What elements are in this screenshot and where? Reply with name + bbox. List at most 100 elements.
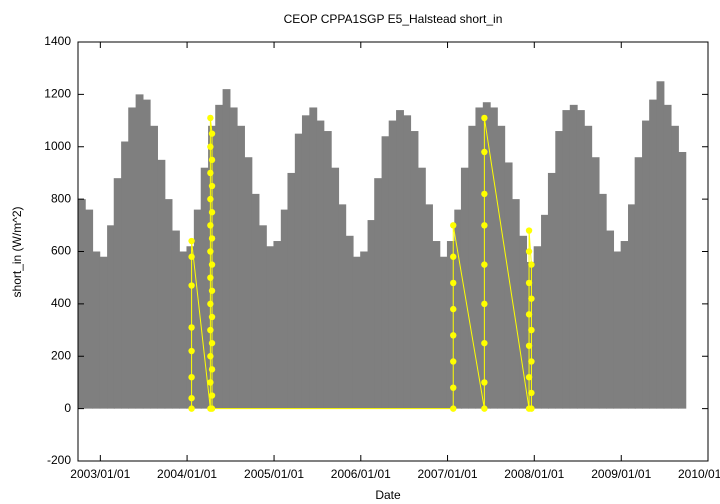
data-point xyxy=(207,195,214,203)
data-bar xyxy=(258,225,267,409)
data-point xyxy=(207,222,214,229)
data-bar xyxy=(606,230,615,409)
data-point xyxy=(208,313,216,321)
data-point xyxy=(528,261,535,268)
data-point xyxy=(207,326,214,334)
data-point xyxy=(450,405,457,412)
data-point xyxy=(208,130,216,137)
data-bar xyxy=(99,256,108,409)
data-point xyxy=(450,222,457,229)
data-bar xyxy=(222,89,231,409)
data-point xyxy=(208,287,216,294)
data-point xyxy=(207,248,214,255)
data-point xyxy=(525,342,533,349)
data-bar xyxy=(663,104,672,409)
data-bar xyxy=(649,99,658,409)
data-bar xyxy=(388,120,397,409)
data-bar xyxy=(511,199,520,409)
data-point xyxy=(188,253,195,260)
data-bar xyxy=(135,94,144,409)
data-bar xyxy=(642,120,650,409)
y-tick-label: 200 xyxy=(51,348,71,362)
data-bar xyxy=(468,125,477,409)
data-bar xyxy=(142,99,151,409)
data-point xyxy=(528,295,535,302)
data-point xyxy=(207,274,214,281)
data-bar xyxy=(475,107,484,409)
data-bar xyxy=(678,151,687,409)
data-bar xyxy=(338,204,347,409)
data-bar xyxy=(323,131,332,409)
y-tick-label: 800 xyxy=(51,191,71,205)
x-tick-label: 2003/01/01 xyxy=(70,467,130,481)
data-bar xyxy=(541,214,549,409)
data-bar xyxy=(533,246,542,409)
data-bar xyxy=(157,159,166,409)
x-axis-label: Date xyxy=(375,488,401,502)
data-bar xyxy=(555,131,564,409)
data-bar xyxy=(576,110,585,409)
data-point xyxy=(188,394,195,402)
chart-title: CEOP CPPA1SGP E5_Halstead short_in xyxy=(284,12,503,26)
data-point xyxy=(525,227,533,234)
data-bar xyxy=(352,256,361,409)
data-bar xyxy=(671,125,679,409)
data-bar xyxy=(294,133,303,409)
data-point xyxy=(188,374,195,381)
data-point xyxy=(481,405,488,412)
data-point xyxy=(481,261,488,268)
data-bar xyxy=(526,261,535,409)
data-point xyxy=(481,300,488,308)
x-tick-label: 2005/01/01 xyxy=(244,467,304,481)
data-bar xyxy=(504,162,513,409)
data-bar xyxy=(598,193,607,409)
data-bar xyxy=(331,167,340,409)
data-point xyxy=(208,405,216,412)
data-bar xyxy=(454,209,463,409)
data-point xyxy=(450,358,457,365)
y-tick-label: 600 xyxy=(51,244,71,258)
data-bar xyxy=(244,157,253,409)
data-point xyxy=(208,339,216,347)
data-point xyxy=(525,374,533,381)
data-bar xyxy=(360,251,369,409)
data-point xyxy=(528,326,535,334)
data-bar xyxy=(374,178,383,409)
y-tick-label: -200 xyxy=(47,453,71,467)
data-point xyxy=(450,279,457,287)
data-bar xyxy=(403,115,412,409)
data-bar xyxy=(107,225,115,409)
data-bar xyxy=(628,204,636,409)
data-bar xyxy=(547,172,556,409)
x-tick-label: 2009/01/01 xyxy=(591,467,651,481)
data-point xyxy=(525,279,533,287)
data-point xyxy=(188,324,195,331)
data-line xyxy=(191,117,532,410)
data-bar xyxy=(251,193,260,409)
data-point xyxy=(207,143,214,150)
data-point xyxy=(208,366,216,373)
data-bar xyxy=(273,241,282,409)
data-bar xyxy=(417,167,426,409)
data-point xyxy=(481,339,488,347)
data-bar xyxy=(280,209,289,409)
data-point xyxy=(188,347,195,355)
data-bar xyxy=(460,167,469,409)
data-bar xyxy=(85,209,94,409)
data-point xyxy=(528,405,535,412)
data-point xyxy=(528,358,535,365)
data-bar xyxy=(613,251,622,409)
data-bar xyxy=(200,167,209,409)
data-point xyxy=(525,311,533,318)
data-point xyxy=(450,305,457,313)
y-tick-label: 400 xyxy=(51,296,71,310)
x-tick-label: 2006/01/01 xyxy=(331,467,391,481)
y-axis-label: short_in (W/m^2) xyxy=(10,207,24,298)
data-bar xyxy=(569,104,578,409)
data-point xyxy=(481,114,488,122)
data-bar xyxy=(128,107,137,409)
data-bar xyxy=(562,110,571,409)
data-bar xyxy=(193,209,202,409)
data-point xyxy=(208,209,216,216)
